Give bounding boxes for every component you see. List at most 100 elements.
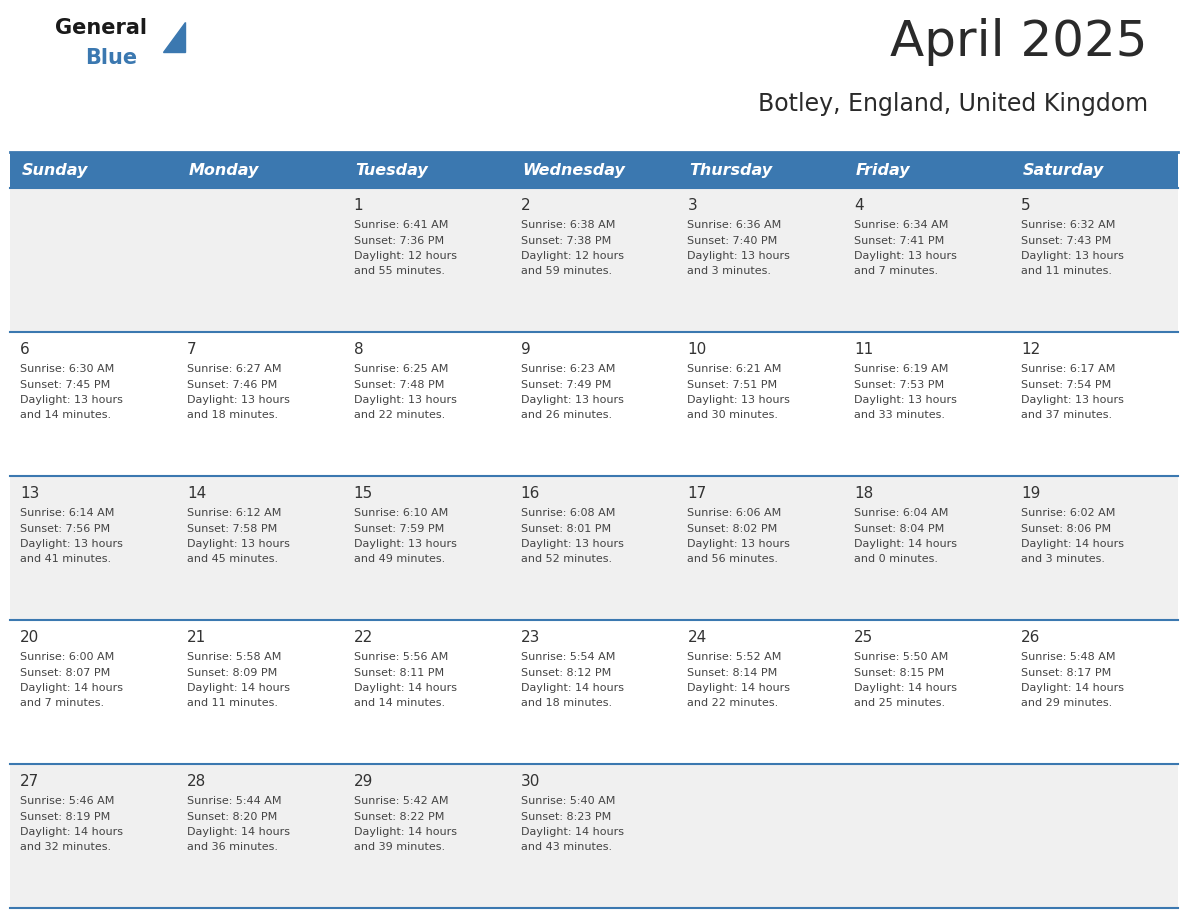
Text: 25: 25 (854, 630, 873, 645)
Text: Sunset: 8:22 PM: Sunset: 8:22 PM (354, 812, 444, 822)
Polygon shape (163, 22, 185, 52)
Bar (511, 152, 677, 188)
Text: and 32 minutes.: and 32 minutes. (20, 843, 112, 853)
Text: Sunset: 8:12 PM: Sunset: 8:12 PM (520, 667, 611, 677)
Text: Wednesday: Wednesday (523, 162, 625, 177)
Text: Daylight: 13 hours: Daylight: 13 hours (354, 539, 456, 549)
Text: Sunset: 8:14 PM: Sunset: 8:14 PM (688, 667, 778, 677)
Text: Sunrise: 5:44 AM: Sunrise: 5:44 AM (187, 796, 282, 806)
Text: 17: 17 (688, 486, 707, 501)
Text: and 26 minutes.: and 26 minutes. (520, 410, 612, 420)
Text: Sunset: 8:04 PM: Sunset: 8:04 PM (854, 523, 944, 533)
Text: and 29 minutes.: and 29 minutes. (1022, 699, 1112, 709)
Text: and 22 minutes.: and 22 minutes. (354, 410, 446, 420)
Text: and 59 minutes.: and 59 minutes. (520, 266, 612, 276)
Text: Daylight: 14 hours: Daylight: 14 hours (854, 683, 958, 693)
Text: 22: 22 (354, 630, 373, 645)
Text: Sunset: 7:53 PM: Sunset: 7:53 PM (854, 379, 944, 389)
Text: 24: 24 (688, 630, 707, 645)
Text: and 39 minutes.: and 39 minutes. (354, 843, 444, 853)
Text: Sunrise: 6:12 AM: Sunrise: 6:12 AM (187, 508, 282, 518)
Text: Sunrise: 6:38 AM: Sunrise: 6:38 AM (520, 220, 615, 230)
Text: Thursday: Thursday (689, 162, 772, 177)
Text: Sunset: 8:20 PM: Sunset: 8:20 PM (187, 812, 277, 822)
Text: 28: 28 (187, 774, 207, 789)
Text: Sunset: 7:59 PM: Sunset: 7:59 PM (354, 523, 444, 533)
Text: Daylight: 14 hours: Daylight: 14 hours (688, 683, 790, 693)
Text: Sunset: 7:54 PM: Sunset: 7:54 PM (1022, 379, 1112, 389)
Text: Daylight: 13 hours: Daylight: 13 hours (688, 395, 790, 405)
Text: Sunrise: 6:36 AM: Sunrise: 6:36 AM (688, 220, 782, 230)
Text: and 56 minutes.: and 56 minutes. (688, 554, 778, 565)
Text: Sunrise: 6:14 AM: Sunrise: 6:14 AM (20, 508, 114, 518)
Text: Sunrise: 5:50 AM: Sunrise: 5:50 AM (854, 652, 948, 662)
Text: Sunset: 7:51 PM: Sunset: 7:51 PM (688, 379, 778, 389)
Text: 23: 23 (520, 630, 541, 645)
Text: Daylight: 14 hours: Daylight: 14 hours (354, 827, 456, 837)
Text: and 0 minutes.: and 0 minutes. (854, 554, 939, 565)
Text: Friday: Friday (857, 162, 910, 177)
Bar (677, 152, 845, 188)
Text: 16: 16 (520, 486, 541, 501)
Text: 29: 29 (354, 774, 373, 789)
Text: Daylight: 13 hours: Daylight: 13 hours (854, 395, 958, 405)
Text: Sunrise: 6:02 AM: Sunrise: 6:02 AM (1022, 508, 1116, 518)
Text: and 30 minutes.: and 30 minutes. (688, 410, 778, 420)
Text: Sunrise: 6:25 AM: Sunrise: 6:25 AM (354, 364, 448, 374)
Text: 26: 26 (1022, 630, 1041, 645)
Text: Sunset: 8:09 PM: Sunset: 8:09 PM (187, 667, 277, 677)
Text: Sunday: Sunday (21, 162, 88, 177)
Text: Sunset: 7:45 PM: Sunset: 7:45 PM (20, 379, 110, 389)
Text: Daylight: 12 hours: Daylight: 12 hours (520, 251, 624, 261)
Text: Sunrise: 5:52 AM: Sunrise: 5:52 AM (688, 652, 782, 662)
Text: and 45 minutes.: and 45 minutes. (187, 554, 278, 565)
Text: Daylight: 13 hours: Daylight: 13 hours (187, 395, 290, 405)
Text: 20: 20 (20, 630, 39, 645)
Text: Daylight: 14 hours: Daylight: 14 hours (187, 827, 290, 837)
Text: Daylight: 13 hours: Daylight: 13 hours (1022, 395, 1124, 405)
Text: April 2025: April 2025 (891, 18, 1148, 66)
Text: and 52 minutes.: and 52 minutes. (520, 554, 612, 565)
Text: 1: 1 (354, 198, 364, 213)
Text: 4: 4 (854, 198, 864, 213)
Text: and 18 minutes.: and 18 minutes. (187, 410, 278, 420)
Text: 13: 13 (20, 486, 39, 501)
Text: Sunset: 8:01 PM: Sunset: 8:01 PM (520, 523, 611, 533)
Text: 10: 10 (688, 342, 707, 357)
Text: Blue: Blue (86, 48, 137, 68)
Text: Monday: Monday (189, 162, 259, 177)
Text: 6: 6 (20, 342, 30, 357)
Text: Sunrise: 6:10 AM: Sunrise: 6:10 AM (354, 508, 448, 518)
Text: Sunset: 8:06 PM: Sunset: 8:06 PM (1022, 523, 1111, 533)
Text: Sunrise: 6:21 AM: Sunrise: 6:21 AM (688, 364, 782, 374)
Text: and 49 minutes.: and 49 minutes. (354, 554, 446, 565)
Text: and 7 minutes.: and 7 minutes. (854, 266, 939, 276)
Text: 30: 30 (520, 774, 541, 789)
Text: 21: 21 (187, 630, 207, 645)
Text: Sunrise: 6:08 AM: Sunrise: 6:08 AM (520, 508, 615, 518)
Text: 27: 27 (20, 774, 39, 789)
Text: 3: 3 (688, 198, 697, 213)
Text: Daylight: 13 hours: Daylight: 13 hours (688, 539, 790, 549)
Bar (10, 620, 1178, 764)
Text: Sunrise: 5:58 AM: Sunrise: 5:58 AM (187, 652, 282, 662)
Text: Sunrise: 6:06 AM: Sunrise: 6:06 AM (688, 508, 782, 518)
Text: Daylight: 14 hours: Daylight: 14 hours (854, 539, 958, 549)
Text: Daylight: 13 hours: Daylight: 13 hours (20, 395, 122, 405)
Bar (10, 476, 1178, 620)
Text: 19: 19 (1022, 486, 1041, 501)
Text: 12: 12 (1022, 342, 1041, 357)
Text: 9: 9 (520, 342, 530, 357)
Text: Daylight: 13 hours: Daylight: 13 hours (1022, 251, 1124, 261)
Text: Saturday: Saturday (1023, 162, 1104, 177)
Text: and 3 minutes.: and 3 minutes. (688, 266, 771, 276)
Text: Sunset: 7:58 PM: Sunset: 7:58 PM (187, 523, 277, 533)
Text: Sunset: 7:40 PM: Sunset: 7:40 PM (688, 236, 778, 245)
Bar (343, 152, 511, 188)
Text: 5: 5 (1022, 198, 1031, 213)
Text: Sunset: 7:41 PM: Sunset: 7:41 PM (854, 236, 944, 245)
Text: and 41 minutes.: and 41 minutes. (20, 554, 112, 565)
Text: Sunrise: 5:48 AM: Sunrise: 5:48 AM (1022, 652, 1116, 662)
Text: 8: 8 (354, 342, 364, 357)
Text: Daylight: 14 hours: Daylight: 14 hours (354, 683, 456, 693)
